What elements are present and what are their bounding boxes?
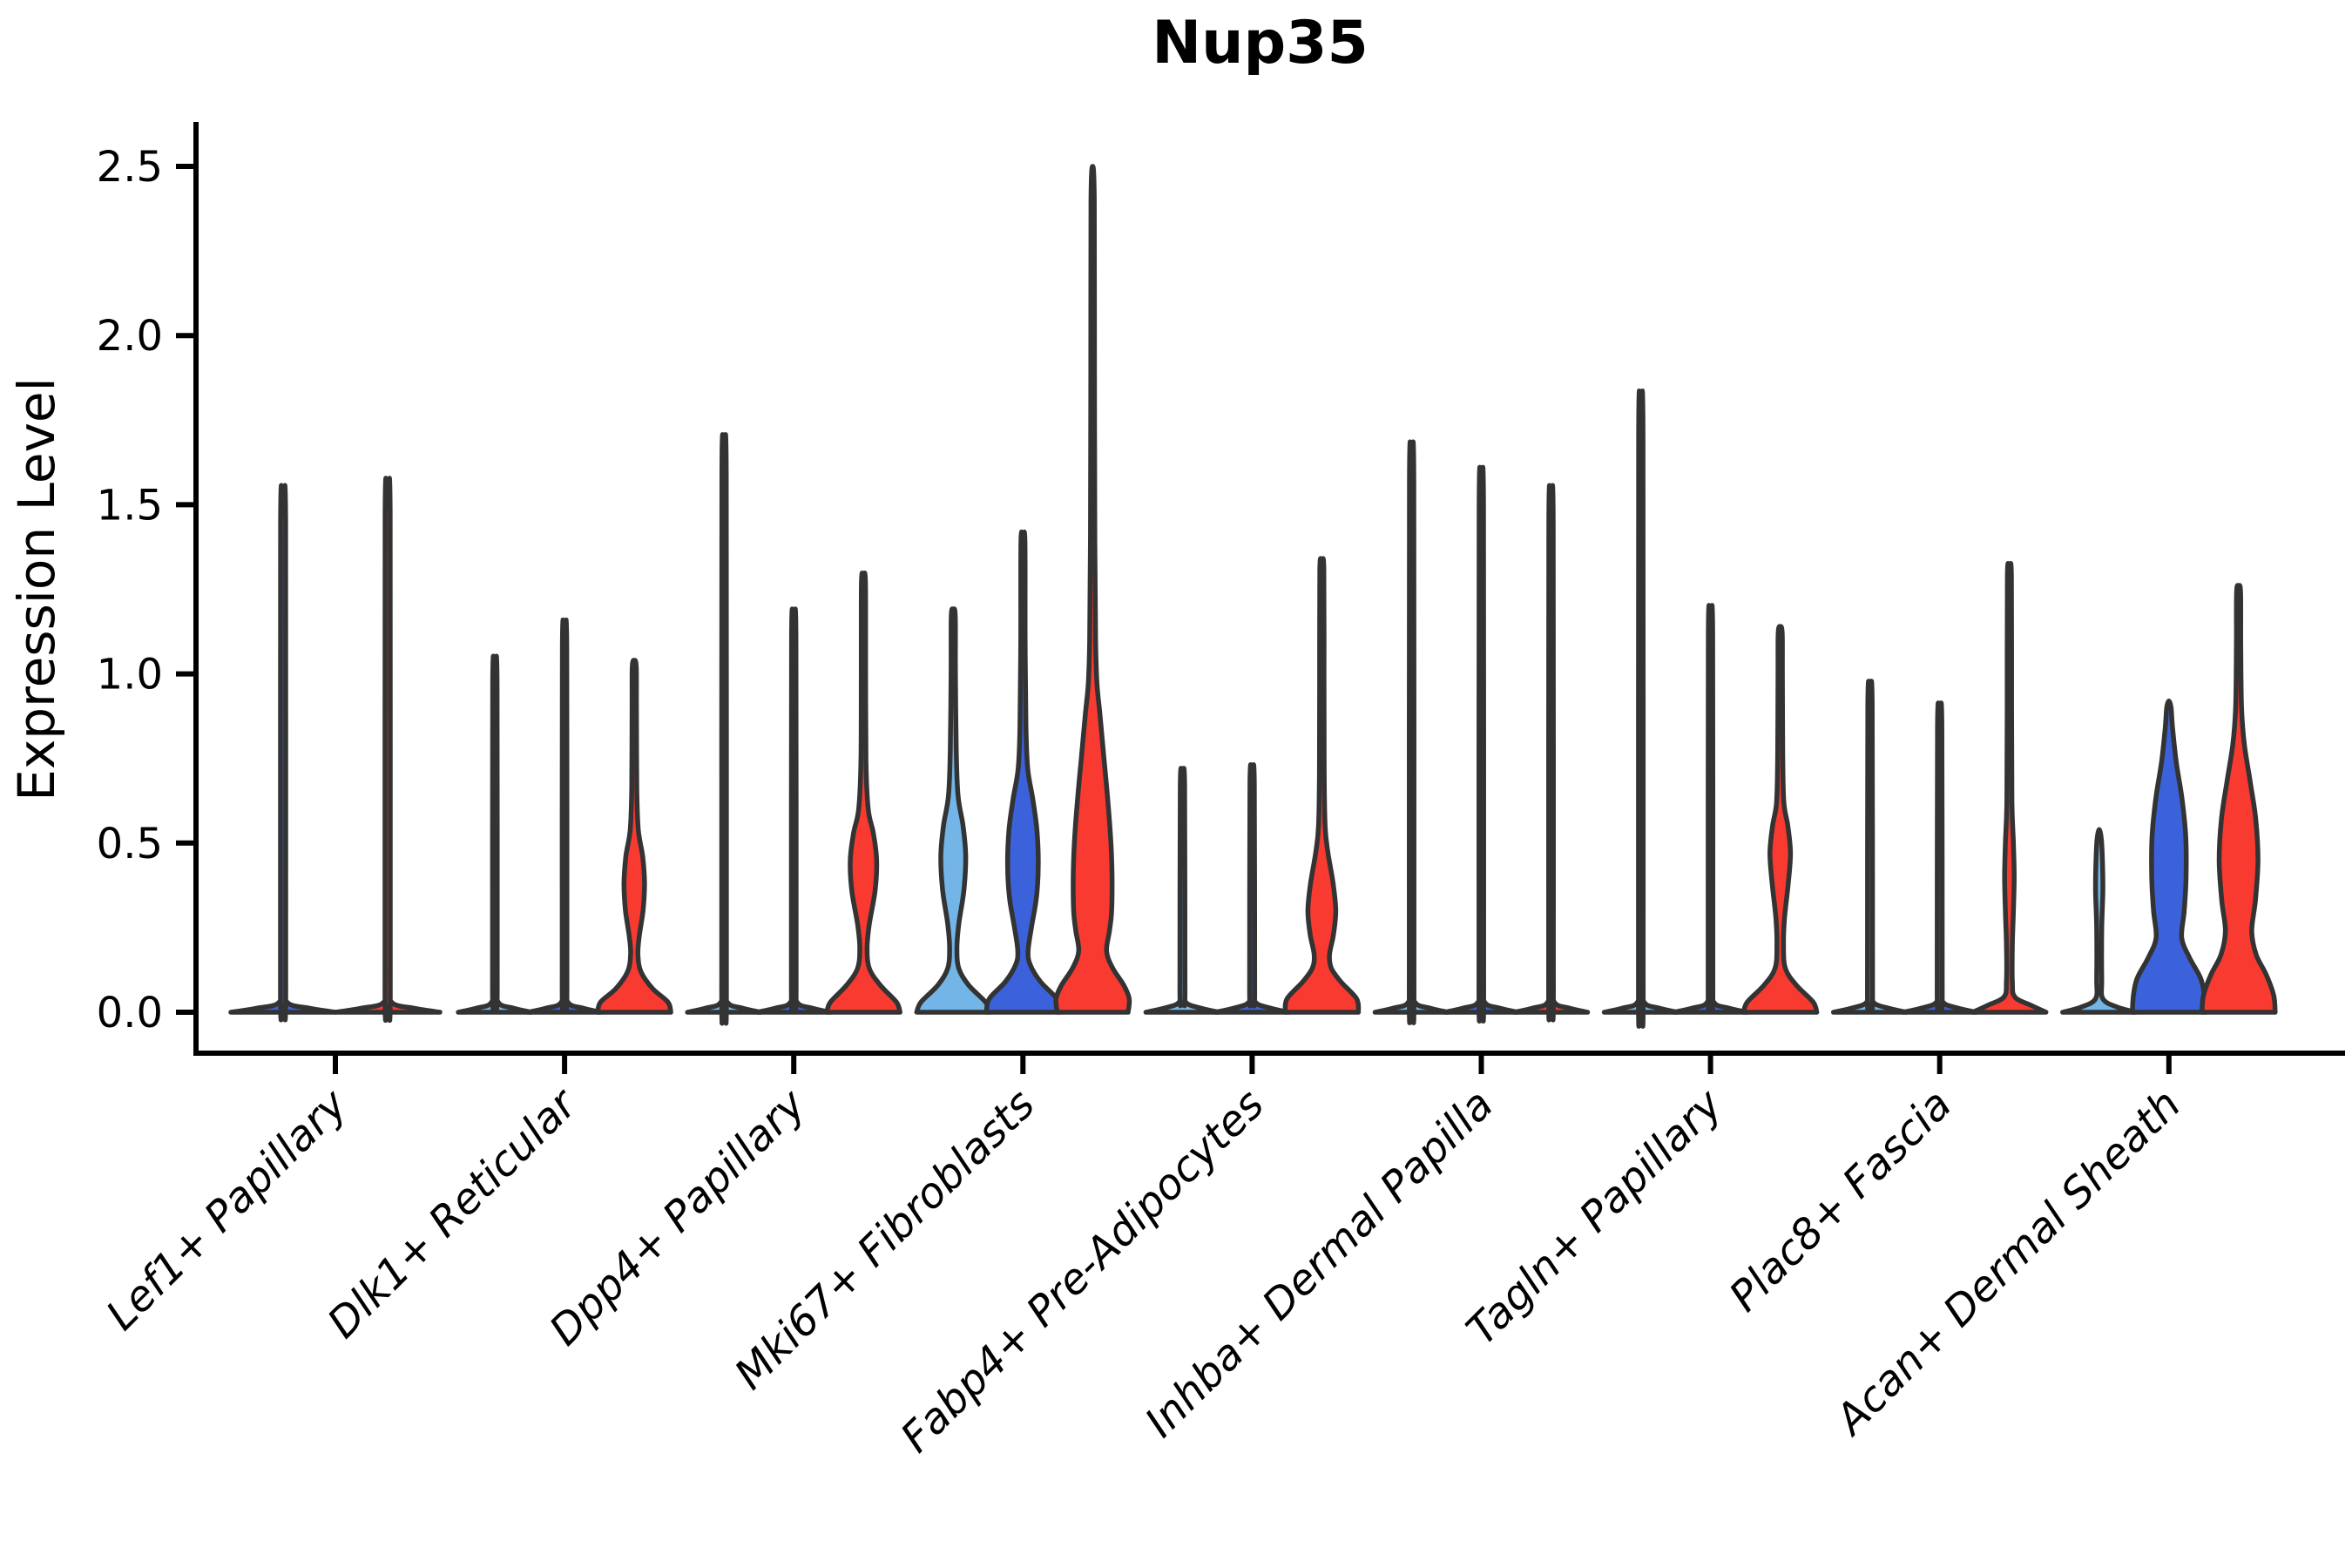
x-category-label: Plac8+ Fascia (1720, 1080, 1962, 1321)
violin-red (333, 476, 443, 1023)
violin-lightblue (1830, 679, 1909, 1015)
x-category-label: Tagln+ Papillary (1457, 1079, 1733, 1355)
violin-red (1740, 624, 1820, 1015)
violin-lightblue (1601, 389, 1680, 1029)
y-tick-label: 1.5 (97, 481, 163, 530)
violin-lightblue (456, 653, 534, 1015)
violin-group (1372, 439, 1591, 1025)
violin-lightblue (914, 606, 993, 1015)
violin-group (456, 617, 673, 1015)
chart-title: Nup35 (1152, 9, 1369, 78)
x-category-labels: Lef1+ Papillary Dlk1+ Reticular Dpp4+ Pa… (97, 1078, 2190, 1463)
violin-blue (2130, 698, 2208, 1015)
violin-blue (1213, 762, 1292, 1015)
x-category-label: Lef1+ Papillary (97, 1079, 357, 1340)
violin-blue (525, 617, 604, 1015)
violin-lightblue (685, 432, 763, 1026)
violin-group (685, 432, 902, 1026)
violins-layer (228, 164, 2278, 1029)
violin-blue (983, 530, 1063, 1015)
violin-blue (754, 606, 833, 1015)
violin-blue (1900, 700, 1979, 1015)
violin-red (1053, 164, 1132, 1015)
violin-lightblue (1143, 766, 1222, 1015)
x-category-label: Dlk1+ Reticular (318, 1078, 588, 1348)
y-tick-label: 2.5 (97, 143, 163, 192)
violin-group (1830, 561, 2049, 1015)
x-category-label: Fabp4+ Pre-Adipocytes (891, 1080, 1274, 1463)
violin-group (1143, 556, 1362, 1015)
violin-lightblue (1372, 439, 1451, 1025)
violin-red (1282, 556, 1362, 1015)
violin-blue (1671, 603, 1750, 1015)
y-tick-label: 0.5 (97, 820, 163, 868)
violin-red (2200, 583, 2278, 1015)
violin-group (2060, 583, 2278, 1015)
violin-group (1601, 389, 1820, 1029)
violin-red (1970, 561, 2049, 1015)
violin-blue (228, 483, 338, 1023)
violin-blue (1442, 464, 1521, 1024)
violin-red (595, 658, 673, 1015)
y-tick-label: 1.0 (97, 651, 163, 700)
y-axis-label: Expression Level (7, 377, 66, 801)
violin-red (1511, 483, 1591, 1023)
violin-group (228, 476, 443, 1023)
y-tick-label: 0.0 (97, 989, 163, 1037)
y-tick-labels: 0.0 0.5 1.0 1.5 2.0 2.5 (97, 143, 163, 1037)
axes-layer (176, 122, 2345, 1074)
violin-group (914, 164, 1132, 1015)
y-tick-label: 2.0 (97, 312, 163, 361)
violin-red (824, 571, 902, 1015)
x-category-label: Dpp4+ Papillary (540, 1079, 815, 1355)
axis-spines (193, 122, 2345, 1056)
violin-lightblue (2060, 827, 2139, 1015)
